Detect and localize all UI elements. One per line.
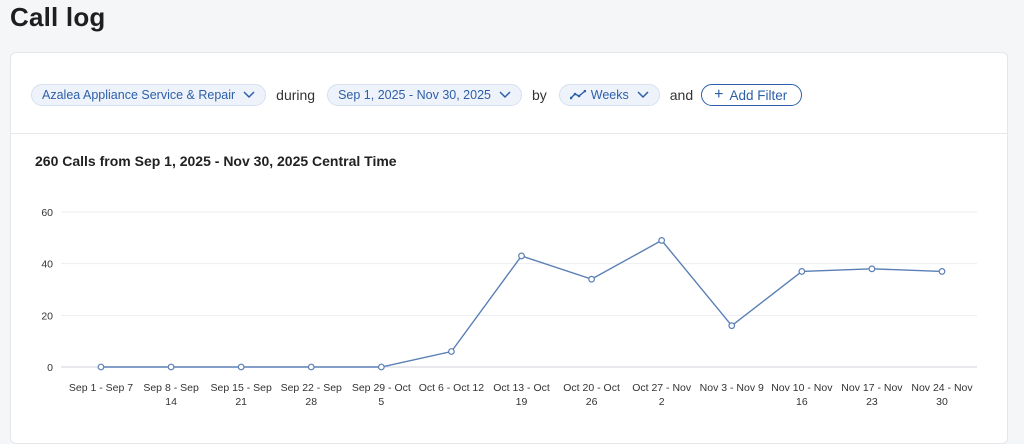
data-point xyxy=(167,363,175,371)
x-tick-label: Sep 29 - Oct xyxy=(352,382,411,394)
add-filter-label: Add Filter xyxy=(729,87,788,103)
during-label: during xyxy=(276,87,316,103)
x-tick-label: Sep 15 - Sep xyxy=(211,382,272,394)
chart-title: 260 Calls from Sep 1, 2025 - Nov 30, 202… xyxy=(35,153,397,169)
x-tick-label: Sep 8 - Sep xyxy=(143,382,199,394)
x-tick-label: Oct 13 - Oct xyxy=(493,382,550,394)
x-tick-label: 19 xyxy=(516,396,528,408)
x-tick-label: 28 xyxy=(305,396,317,408)
x-tick-label: 14 xyxy=(165,396,177,408)
x-tick-label: Nov 3 - Nov 9 xyxy=(700,382,764,394)
x-tick-label: 16 xyxy=(796,396,808,408)
add-filter-button[interactable]: + Add Filter xyxy=(701,84,803,106)
x-tick-label: 23 xyxy=(866,396,878,408)
x-tick-label: 30 xyxy=(936,396,948,408)
x-tick-label: Nov 24 - Nov xyxy=(911,382,973,394)
line-chart-icon xyxy=(569,90,586,100)
data-point xyxy=(377,363,385,371)
x-tick-label: 5 xyxy=(378,396,384,408)
page-title: Call log xyxy=(10,2,106,32)
y-tick-label: 40 xyxy=(41,259,53,271)
data-point xyxy=(798,268,806,275)
and-label: and xyxy=(669,87,694,103)
chevron-down-icon xyxy=(499,91,511,99)
calls-line-chart: 0 20 40 60 Sep 1 - Sep 7 Sep 8 - Sep 14 Sep 15 … xyxy=(41,207,977,408)
by-label: by xyxy=(531,87,547,103)
interval-label: Weeks xyxy=(590,88,629,102)
x-tick-label: 26 xyxy=(586,396,598,408)
plus-icon: + xyxy=(714,86,724,103)
data-point xyxy=(658,237,666,244)
y-tick-label: 0 xyxy=(47,362,53,374)
date-range-label: Sep 1, 2025 - Nov 30, 2025 xyxy=(338,88,491,102)
data-point xyxy=(97,363,105,371)
y-tick-label: 60 xyxy=(41,207,53,219)
x-tick-label: Sep 1 - Sep 7 xyxy=(69,382,133,394)
data-point xyxy=(868,265,876,273)
data-point xyxy=(728,322,736,330)
data-point xyxy=(518,252,525,260)
business-filter-dropdown[interactable]: Azalea Appliance Service & Repair xyxy=(31,84,267,106)
business-filter-label: Azalea Appliance Service & Repair xyxy=(42,88,236,102)
x-tick-label: Oct 27 - Nov xyxy=(632,382,692,394)
data-point xyxy=(938,268,946,275)
interval-dropdown[interactable]: Weeks xyxy=(558,84,660,106)
date-range-dropdown[interactable]: Sep 1, 2025 - Nov 30, 2025 xyxy=(327,84,522,106)
series-line xyxy=(101,239,943,368)
data-point xyxy=(237,363,245,371)
data-point xyxy=(307,363,315,371)
x-tick-label: Oct 6 - Oct 12 xyxy=(419,382,485,394)
chevron-down-icon xyxy=(243,91,255,99)
x-tick-label: Sep 22 - Sep xyxy=(281,382,342,394)
y-tick-label: 20 xyxy=(41,310,53,322)
data-point xyxy=(448,348,455,355)
x-tick-label: 2 xyxy=(659,396,665,408)
x-tick-label: 21 xyxy=(235,396,247,408)
filter-bar: Azalea Appliance Service & Repair during… xyxy=(31,83,803,107)
x-tick-label: Oct 20 - Oct xyxy=(563,382,620,394)
chevron-down-icon xyxy=(637,91,649,99)
data-point xyxy=(588,275,595,283)
x-tick-label: Nov 17 - Nov xyxy=(841,382,903,394)
x-tick-label: Nov 10 - Nov xyxy=(771,382,833,394)
divider xyxy=(11,133,1007,134)
call-log-card: Azalea Appliance Service & Repair during… xyxy=(10,52,1008,444)
